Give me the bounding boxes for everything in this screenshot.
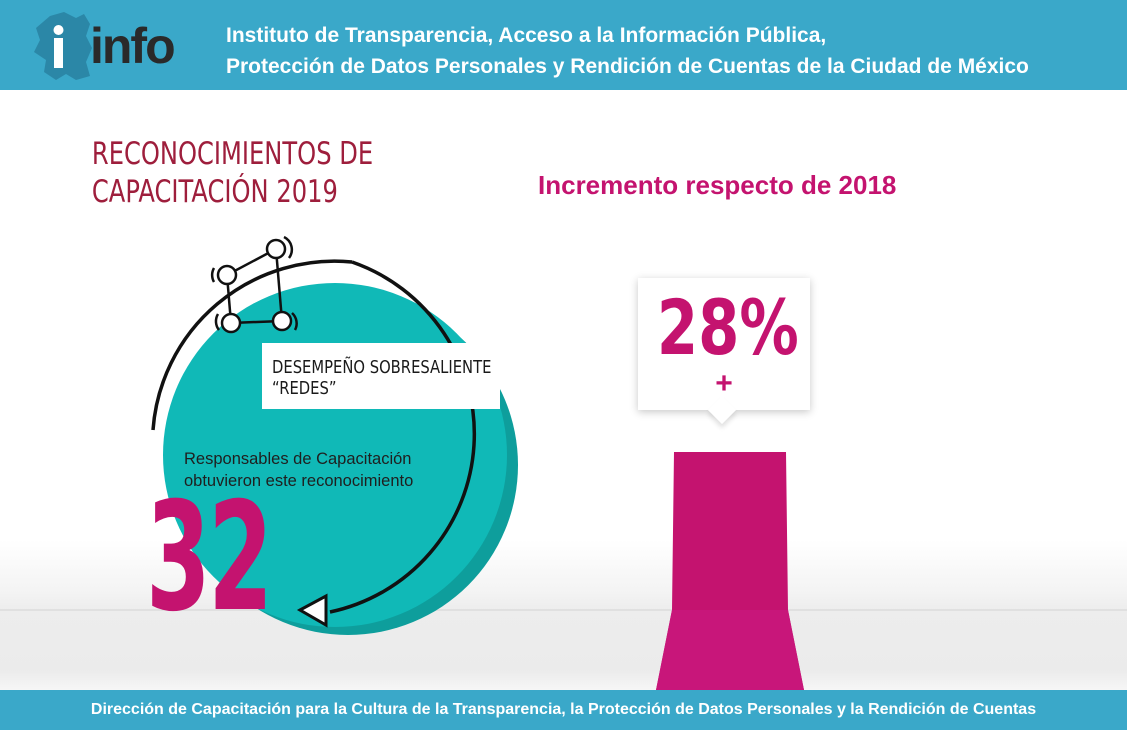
main-title-line2: CAPACITACIÓN 2019 [91, 174, 338, 210]
logo-wordmark: info [90, 18, 176, 74]
award-label-box [262, 343, 500, 409]
percent-callout [638, 278, 810, 410]
recipients-description-line1: Responsables de Capacitación [184, 450, 412, 468]
header-title: Instituto de Transparencia, Acceso a la … [226, 20, 1106, 82]
info-logo [34, 12, 92, 80]
percent-value: 28% [656, 283, 799, 372]
main-title-line1: RECONOCIMIENTOS DE [91, 136, 374, 172]
increment-bar [656, 452, 804, 690]
arrow-head-icon [296, 593, 328, 628]
recipients-count: 32 [146, 471, 273, 645]
header-title-line2: Protección de Datos Personales y Rendici… [226, 55, 1029, 78]
award-name: DESEMPEÑO SOBRESALIENTE “REDES” [272, 357, 491, 399]
header-bar: info Instituto de Transparencia, Acceso … [0, 0, 1127, 90]
award-name-line1: DESEMPEÑO SOBRESALIENTE [272, 357, 492, 378]
floor-line [0, 609, 1127, 611]
footer-bar: Dirección de Capacitación para la Cultur… [0, 690, 1127, 730]
circular-arrow [151, 259, 477, 614]
recipients-description-line2: obtuvieron este reconocimiento [184, 472, 414, 490]
main-title: RECONOCIMIENTOS DE CAPACITACIÓN 2019 [91, 135, 374, 211]
recipients-description: Responsables de Capacitación obtuvieron … [184, 448, 413, 492]
award-name-line2: “REDES” [272, 378, 337, 399]
award-graphic [151, 235, 518, 635]
floor-band [0, 540, 1127, 690]
increment-title: Incremento respecto de 2018 [538, 170, 897, 200]
network-nodes-icon [210, 235, 298, 334]
increment-bar-base [656, 610, 804, 690]
plus-sign: + [715, 367, 733, 400]
header-title-line1: Instituto de Transparencia, Acceso a la … [226, 24, 827, 47]
